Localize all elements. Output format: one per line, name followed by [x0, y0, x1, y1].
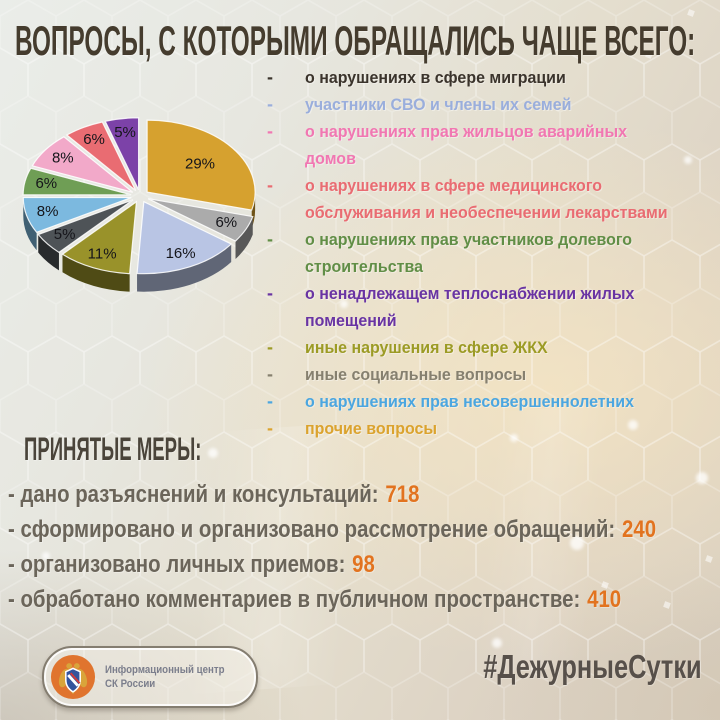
legend-item: - о нарушениях в сфере медицинского обслуж… — [263, 172, 718, 226]
pie-slice — [136, 200, 233, 275]
legend: - о нарушениях в сфере миграции - участники… — [263, 64, 718, 442]
pie-slice-side — [38, 234, 59, 271]
pie-label: 29% — [185, 156, 215, 173]
logo-text-line2: СК России — [105, 678, 156, 690]
measure-value: 410 — [587, 586, 622, 613]
pie-slice-side — [23, 197, 37, 251]
pie-chart: 29% 6% 16% 11% 5% 8% 6% 8% 6% 5% — [22, 117, 256, 292]
legend-label: о нарушениях прав жильцов аварийных домов — [305, 122, 628, 168]
measure-text: - организовано личных приемов: — [8, 551, 346, 578]
pie-label: 6% — [35, 175, 57, 192]
measure-text: - дано разъяснений и консультаций: — [8, 481, 379, 508]
legend-bullet: - — [267, 364, 273, 384]
pie-slice — [22, 196, 132, 233]
legend-bullet: - — [267, 337, 273, 357]
legend-label: о нарушениях прав несовершеннолетних — [305, 392, 634, 411]
legend-label: о нарушениях прав участников долевого стр… — [305, 230, 633, 276]
pie-slice — [61, 200, 138, 275]
pie-slice — [104, 117, 140, 191]
measure-value: 240 — [622, 516, 657, 543]
measure-row: - сформировано и организовано рассмотрен… — [8, 512, 656, 547]
legend-label: прочие вопросы — [305, 419, 438, 438]
legend-label: иные нарушения в сфере ЖКХ — [305, 338, 548, 357]
legend-bullet: - — [267, 121, 273, 141]
pie-slice — [22, 167, 132, 196]
confetti-square — [687, 9, 695, 17]
legend-item: - о ненадлежащем теплоснабжении жилых поме… — [263, 280, 718, 334]
pie-label: 8% — [37, 203, 59, 220]
legend-item: - о нарушениях в сфере миграции — [263, 64, 718, 91]
measures-heading: ПРИНЯТЫЕ МЕРЫ: — [24, 431, 202, 467]
legend-bullet: - — [267, 175, 273, 195]
measure-value: 718 — [385, 481, 420, 508]
pie-slice — [147, 198, 254, 242]
legend-item: - иные социальные вопросы — [263, 361, 718, 388]
pie-slice-side — [235, 216, 253, 260]
pie-label: 5% — [114, 124, 136, 141]
measure-value: 98 — [352, 551, 375, 578]
legend-item: - участники СВО и члены их семей — [263, 91, 718, 118]
measures-list: - дано разъяснений и консультаций: 718 - с… — [8, 477, 720, 617]
legend-item: - иные нарушения в сфере ЖКХ — [263, 334, 718, 361]
legend-bullet: - — [267, 67, 273, 87]
logo-text: Информационный центр СК России — [105, 663, 225, 691]
pie-slice — [65, 121, 137, 191]
legend-item: - о нарушениях прав жильцов аварийных домо… — [263, 118, 718, 172]
legend-bullet: - — [267, 391, 273, 411]
measure-row: - организовано личных приемов: 98 — [8, 547, 656, 582]
bokeh-dot — [492, 638, 502, 648]
legend-bullet: - — [267, 94, 273, 114]
legend-label: о нарушениях в сфере миграции — [305, 68, 566, 87]
legend-bullet: - — [267, 283, 273, 303]
legend-item: - о нарушениях прав участников долевого ст… — [263, 226, 718, 280]
measure-text: - сформировано и организовано рассмотрен… — [8, 516, 616, 543]
legend-bullet: - — [267, 229, 273, 249]
pie-label: 8% — [52, 149, 74, 166]
measure-row: - дано разъяснений и консультаций: 718 — [8, 477, 656, 512]
page-title: ВОПРОСЫ, С КОТОРЫМИ ОБРАЩАЛИСЬ ЧАЩЕ ВСЕГ… — [15, 17, 696, 64]
legend-label: о нарушениях в сфере медицинского обслужи… — [305, 176, 668, 222]
pie-slice-side — [137, 244, 232, 292]
pie-slice — [31, 136, 134, 193]
legend-item: - прочие вопросы — [263, 415, 718, 442]
sk-russia-emblem-icon — [50, 654, 96, 700]
pie-label: 11% — [88, 246, 117, 263]
legend-label: иные социальные вопросы — [305, 365, 527, 384]
pie-slice — [146, 119, 256, 211]
pie-slice — [37, 199, 134, 254]
bokeh-dot — [208, 448, 218, 458]
pie-label: 16% — [166, 245, 196, 262]
logo-badge: Информационный центр СК России — [42, 646, 258, 708]
legend-label: участники СВО и члены их семей — [305, 95, 572, 114]
logo-text-line1: Информационный центр — [105, 664, 225, 676]
legend-bullet: - — [267, 418, 273, 438]
legend-label: о ненадлежащем теплоснабжении жилых помещ… — [305, 284, 635, 330]
legend-item: - о нарушениях прав несовершеннолетних — [263, 388, 718, 415]
measure-text: - обработано комментариев в публичном пр… — [8, 586, 581, 613]
hashtag: #ДежурныеСутки — [483, 648, 702, 685]
pie-label: 5% — [54, 226, 76, 243]
pie-label: 6% — [83, 131, 105, 148]
pie-label: 6% — [215, 214, 237, 231]
measure-row: - обработано комментариев в публичном пр… — [8, 582, 656, 617]
